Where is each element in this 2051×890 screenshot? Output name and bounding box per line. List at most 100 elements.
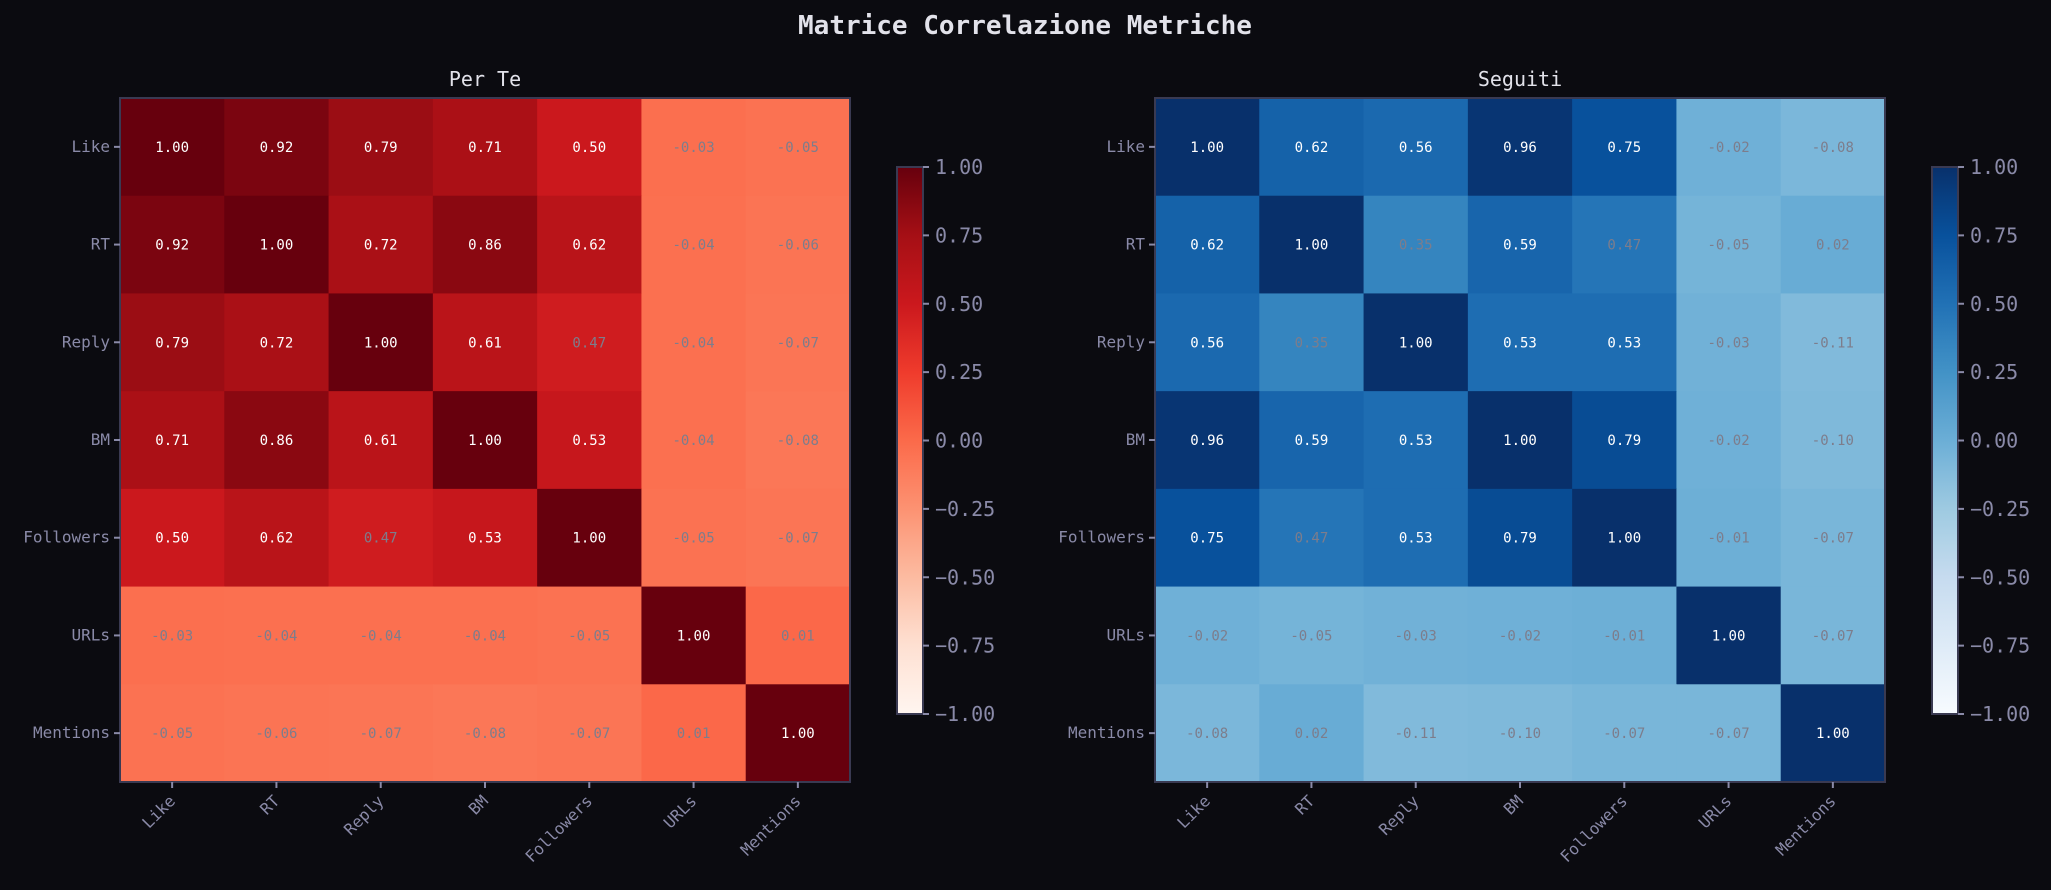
heatmap-cell <box>120 98 225 197</box>
cell-value-label: 1.00 <box>781 726 815 742</box>
y-tick-label: Reply <box>62 332 111 351</box>
cell-value-label: 0.47 <box>1295 531 1329 547</box>
heatmap-cell <box>1467 488 1573 588</box>
cell-value-label: 1.00 <box>677 628 711 644</box>
colorbar-tick-label: −0.50 <box>935 565 995 589</box>
heatmap-cell <box>1155 391 1260 490</box>
colorbar-tick-label: 0.75 <box>1970 223 2018 247</box>
x-tick-label: Like <box>1173 791 1214 832</box>
y-tick-label: Followers <box>1058 528 1145 547</box>
heatmap-cell <box>1467 684 1573 783</box>
cell-value-label: 0.62 <box>1190 238 1224 254</box>
y-tick-label: Mentions <box>1068 723 1145 742</box>
colorbar: 1.00 0.75 0.50 0.25 0.00 −0.25 −0.50 −0.75 −1.00 <box>1931 155 2030 726</box>
y-tick-label: URLs <box>1106 625 1145 644</box>
colorbar-tick-label: −0.75 <box>1970 634 2030 658</box>
heatmap-cell <box>1572 293 1677 392</box>
heatmap-cell <box>120 684 225 783</box>
cell-value-label: -0.03 <box>672 140 714 156</box>
heatmap-cell <box>1363 98 1469 197</box>
heatmap-cell <box>224 293 330 392</box>
heatmap-cell <box>641 293 747 392</box>
y-tick-label: URLs <box>71 625 110 644</box>
cell-value-label: -0.05 <box>1707 238 1749 254</box>
colorbar-tick-label: 0.00 <box>1970 429 2018 453</box>
heatmap-cell <box>432 293 538 392</box>
heatmap-cell <box>224 98 330 197</box>
heatmap-cell <box>432 391 538 490</box>
heatmap-cell <box>1780 98 1886 197</box>
y-tick-label: RT <box>1126 235 1146 254</box>
cell-value-label: -0.10 <box>1812 433 1854 449</box>
cell-value-label: 0.02 <box>1295 726 1329 742</box>
cell-value-label: -0.06 <box>777 238 819 254</box>
heatmap-cell <box>328 391 434 490</box>
cell-value-label: -0.02 <box>1707 433 1749 449</box>
heatmap-cell <box>120 195 225 294</box>
cell-value-label: -0.06 <box>255 726 297 742</box>
heatmap-cell <box>1467 195 1573 294</box>
heatmap-cell <box>328 684 434 783</box>
heatmap-cell <box>328 98 434 197</box>
heatmap-cell <box>1155 293 1260 392</box>
cell-value-label: 0.92 <box>155 238 189 254</box>
heatmap-cell <box>1780 391 1886 490</box>
cell-value-label: 0.62 <box>1295 140 1329 156</box>
colorbar-tick-label: 1.00 <box>935 155 983 179</box>
cell-value-label: 0.79 <box>1503 531 1537 547</box>
cell-value-label: -0.02 <box>1707 140 1749 156</box>
cell-value-label: -0.08 <box>1812 140 1854 156</box>
cell-value-label: 0.61 <box>364 433 398 449</box>
x-tick-label: Followers <box>521 791 596 866</box>
heatmap-cell <box>328 586 434 685</box>
heatmap-cell <box>1572 391 1677 490</box>
heatmap-cell <box>1676 195 1782 294</box>
cell-value-label: 0.72 <box>260 335 294 351</box>
cell-value-label: 0.79 <box>155 335 189 351</box>
cell-value-label: -0.08 <box>777 433 819 449</box>
cell-value-label: -0.05 <box>568 628 610 644</box>
cell-value-label: -0.07 <box>568 726 610 742</box>
heatmap-cell <box>745 488 851 588</box>
heatmap-cell <box>1780 586 1886 685</box>
cell-value-label: -0.07 <box>1812 531 1854 547</box>
heatmap-cell <box>432 98 538 197</box>
y-tick-label: Mentions <box>33 723 110 742</box>
heatmap-cell <box>745 684 851 783</box>
colorbar-tick-label: −0.50 <box>1970 565 2030 589</box>
heatmap-cell <box>328 488 434 588</box>
heatmap-cell <box>1259 98 1365 197</box>
heatmap-cell <box>224 488 330 588</box>
cell-value-label: 0.96 <box>1190 433 1224 449</box>
heatmap-cell <box>1572 488 1677 588</box>
colorbar-tick-label: −0.25 <box>1970 497 2030 521</box>
heatmap-cell <box>432 684 538 783</box>
heatmap-cell <box>1467 586 1573 685</box>
heatmap-cell <box>1467 391 1573 490</box>
heatmap-cell <box>1259 391 1365 490</box>
cell-value-label: -0.05 <box>777 140 819 156</box>
cell-value-label: 1.00 <box>155 140 189 156</box>
cell-value-label: -0.03 <box>1707 335 1749 351</box>
heatmap-cell <box>1155 586 1260 685</box>
cell-value-label: 0.53 <box>1503 335 1537 351</box>
cell-value-label: -0.07 <box>777 531 819 547</box>
x-tick-label: Reply <box>340 791 388 839</box>
figure-title: Matrice Correlazione Metriche <box>798 11 1252 41</box>
cell-value-label: -0.01 <box>1603 628 1645 644</box>
heatmap-cell <box>224 195 330 294</box>
colorbar-tick-label: 0.00 <box>935 429 983 453</box>
cell-value-label: 1.00 <box>1607 531 1641 547</box>
cell-value-label: 1.00 <box>1712 628 1746 644</box>
x-tick-label: URLs <box>660 791 701 832</box>
heatmap-cell <box>641 391 747 490</box>
colorbar-tick-label: 0.50 <box>935 292 983 316</box>
heatmap-cell <box>1780 684 1886 783</box>
cell-value-label: 1.00 <box>1399 335 1433 351</box>
x-tick-label: Reply <box>1375 791 1423 839</box>
heatmap-cell <box>1259 293 1365 392</box>
heatmap-cell <box>1259 195 1365 294</box>
cell-value-label: -0.01 <box>1707 531 1749 547</box>
cell-value-label: 0.53 <box>468 531 502 547</box>
